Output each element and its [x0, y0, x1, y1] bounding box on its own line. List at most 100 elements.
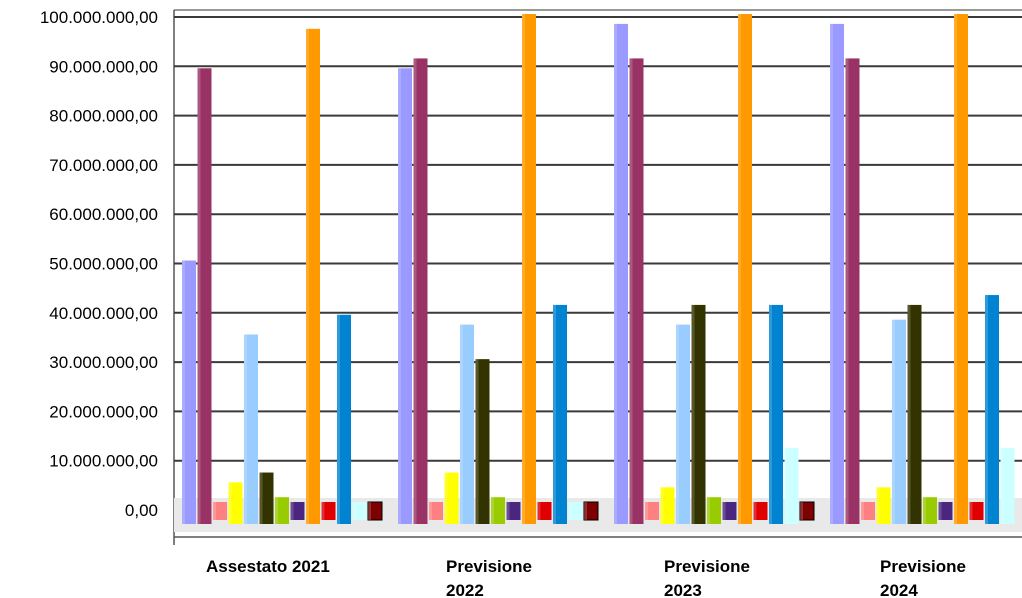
y-tick-label: 90.000.000,00 — [49, 57, 158, 76]
bar — [660, 487, 675, 524]
bar-highlight — [923, 497, 926, 524]
bar — [954, 14, 968, 525]
bar — [460, 324, 474, 524]
bar-highlight — [784, 447, 788, 524]
x-tick-label: 2023 — [664, 581, 702, 598]
bar-highlight — [306, 28, 309, 524]
bar-highlight — [475, 359, 479, 524]
bar-highlight — [568, 502, 572, 520]
y-tick-label: 60.000.000,00 — [49, 205, 158, 224]
bar — [352, 502, 367, 520]
bar-highlight — [182, 260, 185, 524]
bar-highlight — [876, 487, 880, 524]
bar — [676, 324, 690, 524]
bar-highlight — [614, 23, 617, 524]
bar — [522, 14, 536, 525]
bar — [861, 502, 875, 520]
bar-highlight — [753, 502, 757, 520]
bar — [444, 472, 459, 524]
bar-highlight — [954, 14, 957, 525]
bar-highlight — [290, 502, 294, 520]
bar — [337, 314, 351, 524]
bar-highlight — [938, 502, 942, 520]
bar-highlight — [707, 497, 710, 524]
y-tick-label: 0,00 — [125, 501, 158, 520]
bar — [321, 502, 336, 520]
bar-highlight — [460, 324, 463, 524]
bar — [876, 487, 891, 524]
bar — [290, 502, 305, 520]
y-tick-label: 10.000.000,00 — [49, 452, 158, 471]
bar-highlight — [537, 502, 541, 520]
y-tick-label: 40.000.000,00 — [49, 304, 158, 323]
bar — [568, 502, 583, 520]
bar — [197, 68, 212, 524]
y-tick-label: 20.000.000,00 — [49, 402, 158, 421]
bar — [583, 501, 599, 521]
bar-highlight — [892, 319, 895, 524]
bar-highlight — [738, 14, 741, 525]
bar-highlight — [413, 58, 417, 525]
bar — [275, 497, 289, 524]
bar-highlight — [969, 502, 973, 520]
x-tick-label: Assestato 2021 — [206, 557, 330, 576]
bar — [907, 304, 922, 524]
bar — [769, 304, 783, 524]
y-tick-label: 100.000.000,00 — [40, 8, 158, 27]
bar-highlight — [722, 502, 726, 520]
bar — [799, 501, 815, 521]
bar — [614, 23, 628, 524]
bar-highlight — [228, 482, 232, 524]
x-tick-label: Previsione — [446, 557, 532, 576]
bar-highlight — [861, 502, 864, 520]
bar — [753, 502, 768, 520]
y-tick-label: 80.000.000,00 — [49, 107, 158, 126]
bar — [213, 502, 227, 520]
x-tick-label: Previsione — [880, 557, 966, 576]
bar — [367, 501, 383, 521]
bar — [182, 260, 196, 524]
bar — [722, 502, 737, 520]
bar — [553, 304, 567, 524]
bar-highlight — [352, 502, 356, 520]
bar — [784, 447, 799, 524]
bar-highlight — [197, 68, 201, 524]
bar — [830, 23, 844, 524]
bar-highlight — [321, 502, 325, 520]
bar — [892, 319, 906, 524]
bar — [985, 295, 999, 524]
bar — [244, 334, 258, 524]
bar-highlight — [491, 497, 494, 524]
bar — [306, 28, 320, 524]
bar-highlight — [629, 58, 633, 525]
bar — [429, 502, 443, 520]
bar-highlight — [368, 502, 371, 520]
bar — [228, 482, 243, 524]
bar-highlight — [506, 502, 510, 520]
bar-highlight — [522, 14, 525, 525]
bar-highlight — [584, 502, 587, 520]
bar-highlight — [676, 324, 679, 524]
bar — [645, 502, 659, 520]
bar-highlight — [800, 502, 803, 520]
bar — [738, 14, 752, 525]
bar — [923, 497, 937, 524]
bar — [537, 502, 552, 520]
bar — [413, 58, 428, 525]
bar-highlight — [660, 487, 664, 524]
bar-highlight — [907, 304, 911, 524]
bar-highlight — [830, 23, 833, 524]
bar-highlight — [275, 497, 278, 524]
bar-highlight — [985, 295, 988, 524]
x-tick-label: 2022 — [446, 581, 484, 598]
bar — [691, 304, 706, 524]
bar-highlight — [398, 68, 401, 524]
bar — [491, 497, 505, 524]
bar — [845, 58, 860, 525]
y-tick-label: 30.000.000,00 — [49, 353, 158, 372]
bar-highlight — [769, 304, 772, 524]
bar — [629, 58, 644, 525]
bar-highlight — [244, 334, 247, 524]
bar — [506, 502, 521, 520]
